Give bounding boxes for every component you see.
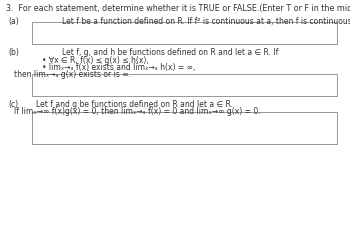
Text: 3.  For each statement, determine whether it is TRUE or FALSE.(Enter T or F in t: 3. For each statement, determine whether… — [6, 4, 350, 13]
Text: (a): (a) — [8, 17, 19, 26]
Bar — [32, 22, 337, 44]
Bar — [32, 112, 337, 144]
Text: Let f, g, and h be functions defined on R and let a ∈ R. If: Let f, g, and h be functions defined on … — [62, 48, 278, 57]
Text: Let f be a function defined on R. If f² is continuous at a, then f is continuous: Let f be a function defined on R. If f² … — [62, 17, 350, 26]
Text: then limₓ→ₐ g(x) exists or is ∞.: then limₓ→ₐ g(x) exists or is ∞. — [14, 70, 131, 79]
Text: (c): (c) — [8, 100, 18, 109]
Text: Let f and g be functions defined on R and let a ∈ R.: Let f and g be functions defined on R an… — [36, 100, 233, 109]
Text: If limₓ→∞ f(x)g(x) = 0, then limₓ→ₐ f(x) = 0 and limₓ→∞ g(x) = 0.: If limₓ→∞ f(x)g(x) = 0, then limₓ→ₐ f(x)… — [14, 107, 261, 116]
Text: • limₓ→ₐ f(x) exists and limₓ→ₐ h(x) = ∞,: • limₓ→ₐ f(x) exists and limₓ→ₐ h(x) = ∞… — [42, 63, 195, 72]
Bar — [32, 74, 337, 96]
Text: (b): (b) — [8, 48, 19, 57]
Text: • ∀x ∈ R, f(x) ≤ g(x) ≤ h(x),: • ∀x ∈ R, f(x) ≤ g(x) ≤ h(x), — [42, 56, 149, 65]
